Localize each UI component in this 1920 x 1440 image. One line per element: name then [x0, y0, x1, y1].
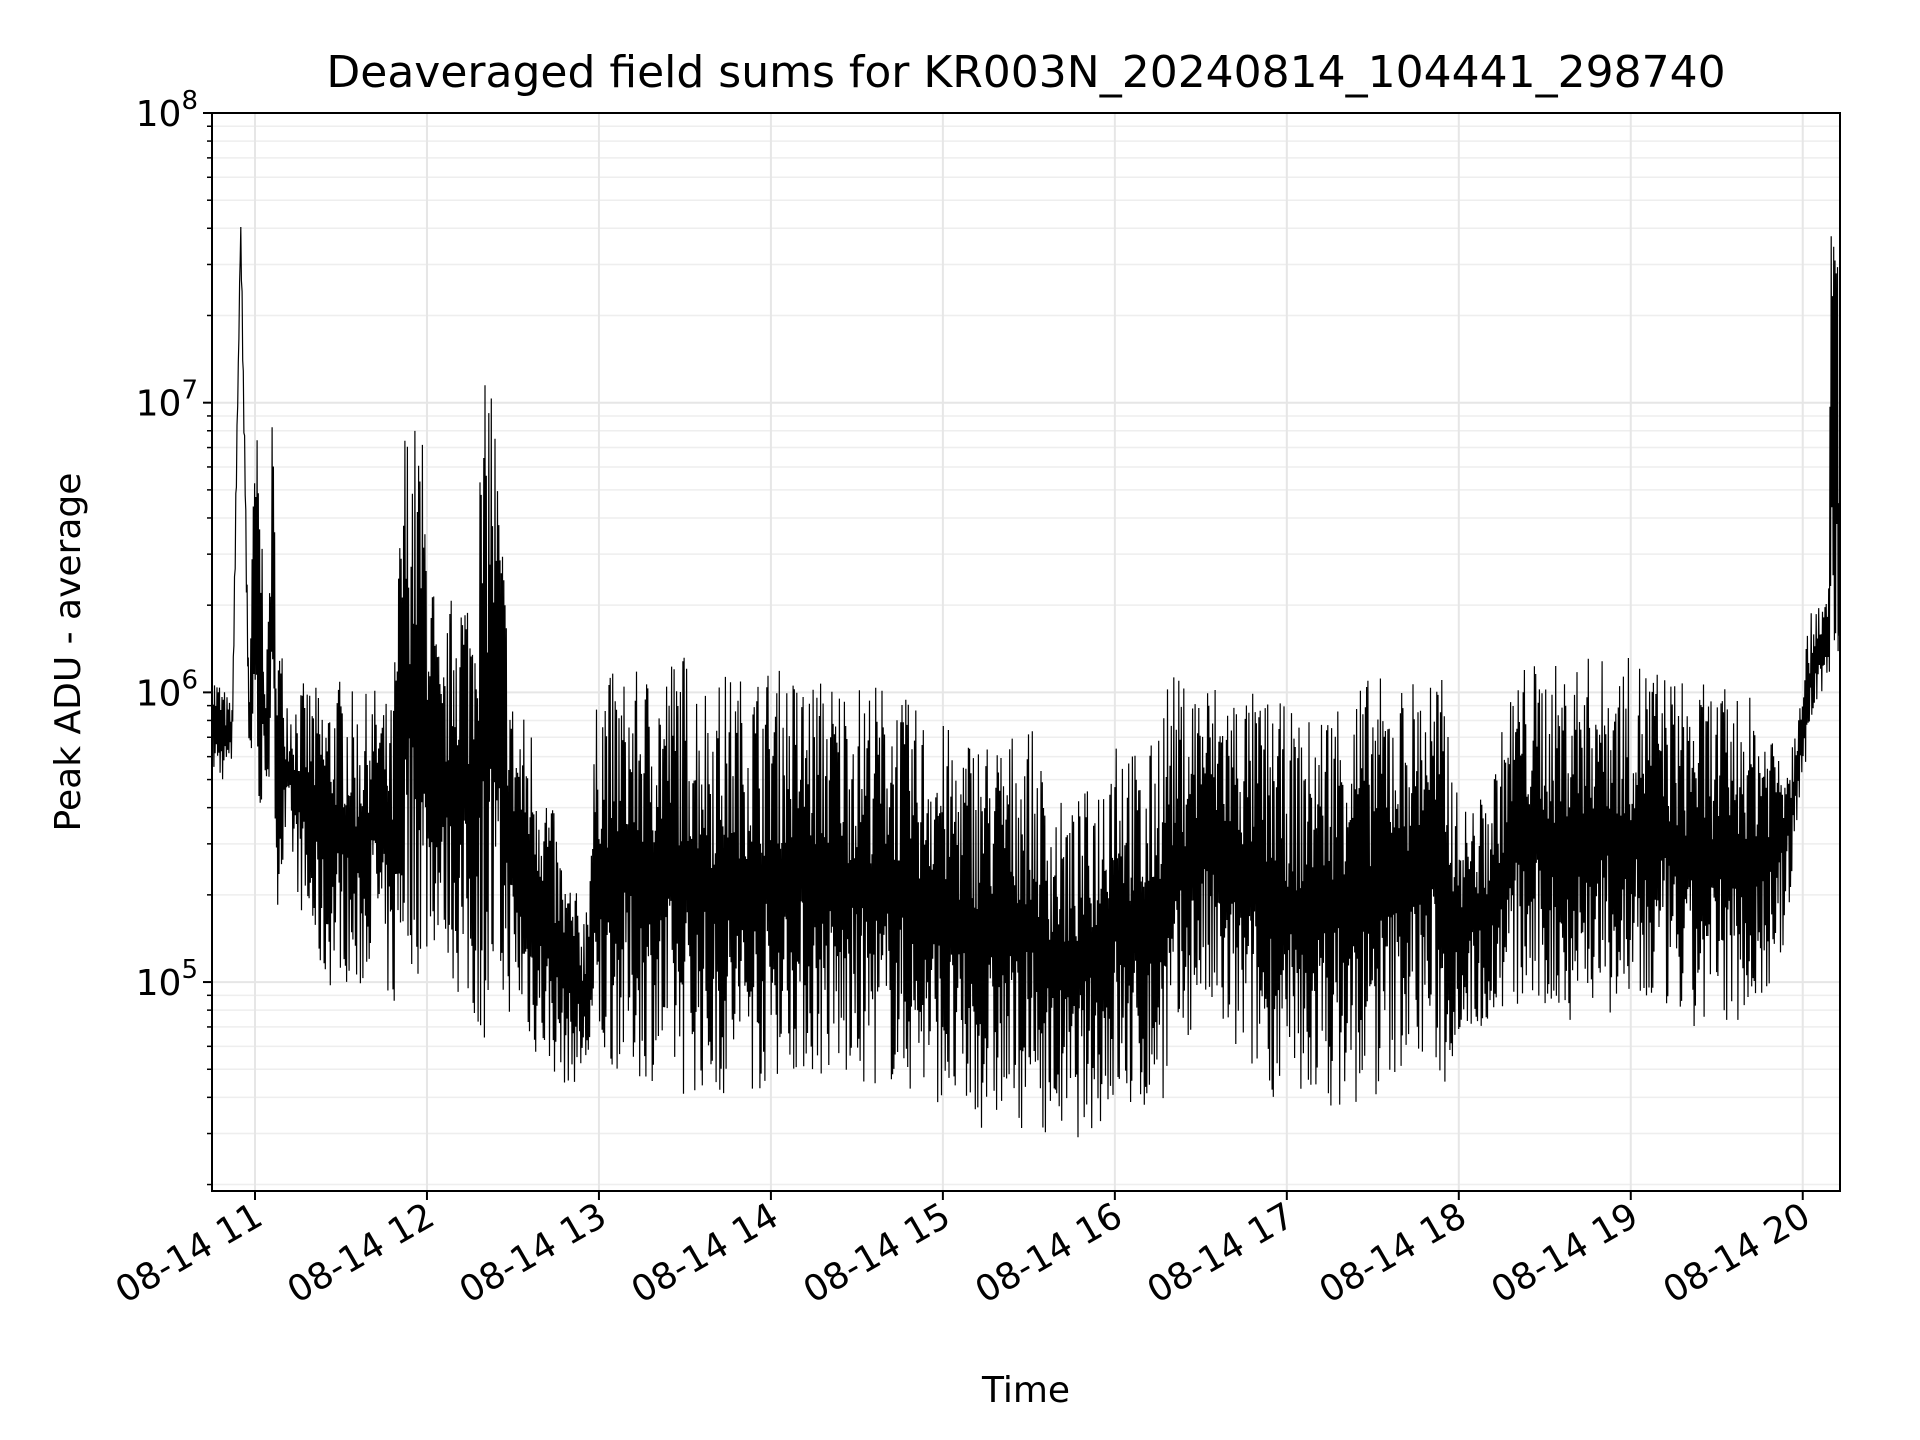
- x-tick-label: 08-14 14: [625, 1195, 786, 1311]
- y-axis-label: Peak ADU - average: [48, 473, 89, 832]
- x-tick-label: 08-14 12: [281, 1195, 442, 1311]
- x-tick-label: 08-14 18: [1313, 1195, 1474, 1311]
- y-tick-label: 108: [136, 86, 198, 135]
- series-line: [211, 226, 1841, 1138]
- chart-title: Deaveraged field sums for KR003N_2024081…: [326, 47, 1725, 98]
- x-tick-label: 08-14 19: [1485, 1195, 1646, 1311]
- y-tick-label: 106: [136, 665, 198, 714]
- x-tick-label: 08-14 11: [109, 1195, 270, 1311]
- series-layer: [211, 226, 1841, 1138]
- x-tick-label: 08-14 13: [453, 1195, 614, 1311]
- y-tick-label: 105: [136, 955, 198, 1004]
- x-tick-label: 08-14 20: [1657, 1195, 1818, 1311]
- x-tick-label: 08-14 15: [797, 1195, 958, 1311]
- plot-frame: [211, 112, 1841, 1192]
- y-tick-label: 107: [136, 376, 198, 425]
- x-tick-label: 08-14 17: [1141, 1195, 1302, 1311]
- x-axis-label: Time: [981, 1370, 1070, 1411]
- x-tick-label: 08-14 16: [969, 1195, 1130, 1311]
